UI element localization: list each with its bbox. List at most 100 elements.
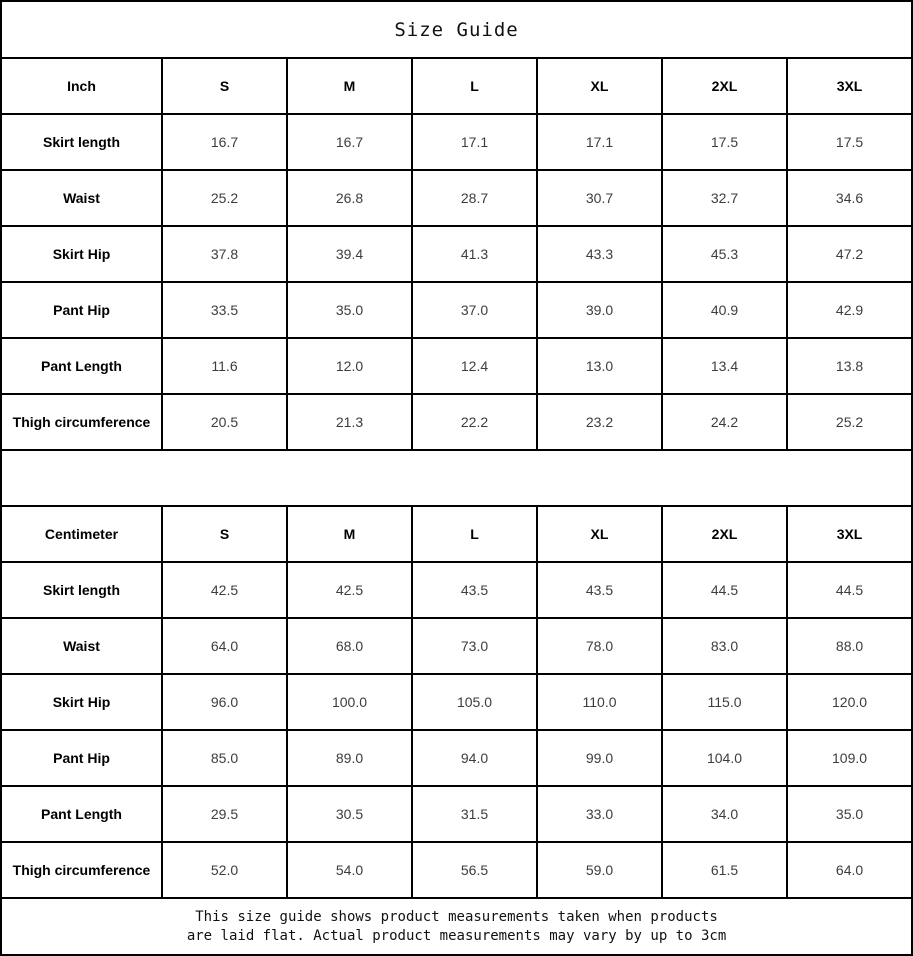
measurement-value: 13.4 bbox=[661, 337, 788, 395]
measurement-value: 45.3 bbox=[661, 225, 788, 283]
measurement-label: Skirt length bbox=[0, 561, 163, 619]
measurement-value: 110.0 bbox=[536, 673, 663, 731]
table-row: Thigh circumference 52.0 54.0 56.5 59.0 61.5 6… bbox=[0, 841, 913, 899]
unit-header: Centimeter bbox=[0, 505, 163, 563]
measurement-value: 44.5 bbox=[661, 561, 788, 619]
measurement-value: 41.3 bbox=[411, 225, 538, 283]
size-header: 3XL bbox=[785, 57, 913, 115]
measurement-label: Waist bbox=[0, 169, 163, 227]
measurement-label: Skirt Hip bbox=[0, 673, 163, 731]
measurement-value: 39.0 bbox=[536, 281, 663, 339]
measurement-value: 30.7 bbox=[536, 169, 663, 227]
measurement-value: 43.5 bbox=[536, 561, 663, 619]
measurement-value: 105.0 bbox=[411, 673, 538, 731]
measurement-value: 13.8 bbox=[785, 337, 913, 395]
measurement-value: 42.9 bbox=[785, 281, 913, 339]
measurement-value: 24.2 bbox=[661, 393, 788, 451]
footer-note: This size guide shows product measuremen… bbox=[0, 897, 913, 956]
measurement-value: 109.0 bbox=[785, 729, 913, 787]
measurement-value: 12.0 bbox=[286, 337, 413, 395]
measurement-value: 35.0 bbox=[785, 785, 913, 843]
table-row: Pant Hip 33.5 35.0 37.0 39.0 40.9 42.9 bbox=[0, 281, 913, 339]
measurement-value: 34.0 bbox=[661, 785, 788, 843]
measurement-value: 21.3 bbox=[286, 393, 413, 451]
measurement-value: 28.7 bbox=[411, 169, 538, 227]
measurement-value: 73.0 bbox=[411, 617, 538, 675]
page-title: Size Guide bbox=[0, 0, 913, 59]
size-header: M bbox=[286, 505, 413, 563]
footer-line-1: This size guide shows product measuremen… bbox=[195, 908, 718, 925]
footer-line-2: are laid flat. Actual product measuremen… bbox=[186, 927, 727, 944]
measurement-value: 25.2 bbox=[785, 393, 913, 451]
size-header: 3XL bbox=[785, 505, 913, 563]
measurement-value: 85.0 bbox=[161, 729, 288, 787]
measurement-value: 88.0 bbox=[785, 617, 913, 675]
measurement-value: 13.0 bbox=[536, 337, 663, 395]
measurement-value: 99.0 bbox=[536, 729, 663, 787]
table-row: Skirt Hip 96.0 100.0 105.0 110.0 115.0 120.0 bbox=[0, 673, 913, 731]
table-row: Waist 25.2 26.8 28.7 30.7 32.7 34.6 bbox=[0, 169, 913, 227]
measurement-value: 34.6 bbox=[785, 169, 913, 227]
size-header: 2XL bbox=[661, 505, 788, 563]
measurement-label: Thigh circumference bbox=[0, 841, 163, 899]
measurement-label: Pant Hip bbox=[0, 729, 163, 787]
table-row: Skirt length 16.7 16.7 17.1 17.1 17.5 17.5 bbox=[0, 113, 913, 171]
measurement-value: 33.0 bbox=[536, 785, 663, 843]
measurement-label: Skirt length bbox=[0, 113, 163, 171]
size-header: XL bbox=[536, 57, 663, 115]
table-spacer bbox=[0, 449, 913, 507]
measurement-value: 42.5 bbox=[161, 561, 288, 619]
measurement-value: 26.8 bbox=[286, 169, 413, 227]
measurement-value: 17.1 bbox=[411, 113, 538, 171]
measurement-value: 25.2 bbox=[161, 169, 288, 227]
measurement-value: 78.0 bbox=[536, 617, 663, 675]
measurement-value: 23.2 bbox=[536, 393, 663, 451]
measurement-label: Pant Length bbox=[0, 337, 163, 395]
measurement-label: Waist bbox=[0, 617, 163, 675]
measurement-value: 59.0 bbox=[536, 841, 663, 899]
measurement-value: 31.5 bbox=[411, 785, 538, 843]
measurement-value: 17.1 bbox=[536, 113, 663, 171]
measurement-label: Thigh circumference bbox=[0, 393, 163, 451]
footer-row: This size guide shows product measuremen… bbox=[0, 897, 913, 956]
size-header: M bbox=[286, 57, 413, 115]
size-header: S bbox=[161, 505, 288, 563]
size-header: L bbox=[411, 505, 538, 563]
measurement-value: 17.5 bbox=[785, 113, 913, 171]
measurement-value: 94.0 bbox=[411, 729, 538, 787]
table-row: Pant Length 11.6 12.0 12.4 13.0 13.4 13.8 bbox=[0, 337, 913, 395]
measurement-value: 64.0 bbox=[161, 617, 288, 675]
measurement-value: 100.0 bbox=[286, 673, 413, 731]
size-header: L bbox=[411, 57, 538, 115]
table-row: Waist 64.0 68.0 73.0 78.0 83.0 88.0 bbox=[0, 617, 913, 675]
measurement-value: 52.0 bbox=[161, 841, 288, 899]
measurement-value: 89.0 bbox=[286, 729, 413, 787]
measurement-value: 43.5 bbox=[411, 561, 538, 619]
measurement-value: 104.0 bbox=[661, 729, 788, 787]
table-row: Pant Hip 85.0 89.0 94.0 99.0 104.0 109.0 bbox=[0, 729, 913, 787]
spacer-row bbox=[0, 449, 913, 507]
measurement-value: 32.7 bbox=[661, 169, 788, 227]
size-header: S bbox=[161, 57, 288, 115]
measurement-value: 42.5 bbox=[286, 561, 413, 619]
measurement-value: 37.0 bbox=[411, 281, 538, 339]
measurement-value: 40.9 bbox=[661, 281, 788, 339]
measurement-value: 54.0 bbox=[286, 841, 413, 899]
measurement-value: 20.5 bbox=[161, 393, 288, 451]
measurement-value: 11.6 bbox=[161, 337, 288, 395]
measurement-value: 56.5 bbox=[411, 841, 538, 899]
measurement-value: 12.4 bbox=[411, 337, 538, 395]
measurement-value: 120.0 bbox=[785, 673, 913, 731]
measurement-value: 16.7 bbox=[286, 113, 413, 171]
measurement-value: 22.2 bbox=[411, 393, 538, 451]
inch-table-body: Inch S M L XL 2XL 3XL Skirt length 16.7 16.7 17.1 1… bbox=[0, 57, 913, 451]
size-header: 2XL bbox=[661, 57, 788, 115]
measurement-value: 17.5 bbox=[661, 113, 788, 171]
measurement-value: 44.5 bbox=[785, 561, 913, 619]
measurement-label: Pant Length bbox=[0, 785, 163, 843]
measurement-value: 35.0 bbox=[286, 281, 413, 339]
measurement-value: 64.0 bbox=[785, 841, 913, 899]
table-row: Skirt length 42.5 42.5 43.5 43.5 44.5 44.5 bbox=[0, 561, 913, 619]
